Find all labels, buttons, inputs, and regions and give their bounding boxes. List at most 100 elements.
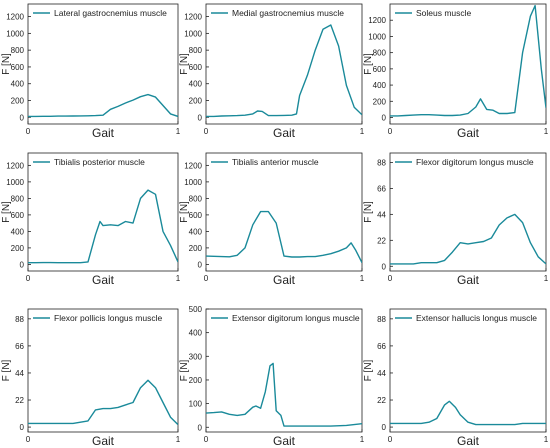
chart-panel-9: 0 22 44 66 88 0 1 Gait F [N] Extensor hallucis lo… — [363, 308, 549, 448]
y-tick-label: 66 — [15, 342, 24, 351]
y-tick-label: 600 — [373, 65, 387, 74]
y-tick-label: 800 — [189, 194, 203, 203]
plot-frame — [27, 3, 179, 125]
y-tick-label: 22 — [377, 396, 386, 405]
y-tick-label: 22 — [377, 236, 386, 245]
x-tick-label: 0 — [26, 435, 31, 444]
y-tick-label: 0 — [20, 113, 25, 122]
legend-label: Flexor digitorum longus muscle — [416, 157, 534, 167]
y-tick-label: 1200 — [184, 13, 202, 22]
chart-panel-2: 0 200 400 600 800 1000 1200 0 1 Gait F [N] Medial g… — [179, 3, 365, 140]
series-line — [28, 189, 178, 264]
y-tick-label: 1200 — [6, 13, 24, 22]
y-axis-label: F [N] — [1, 53, 12, 75]
y-tick-label: 1000 — [6, 178, 24, 187]
y-tick-label: 1200 — [368, 16, 386, 25]
plot-frame — [205, 308, 363, 433]
legend-label: Tibialis posterior muscle — [54, 157, 145, 167]
series-line — [206, 24, 362, 118]
legend-label: Extensor hallucis longus muscle — [416, 313, 537, 323]
chart-panel-7: 0 22 44 66 88 0 1 Gait F [N] Flexor pollicis long… — [1, 308, 181, 448]
y-axis-label: F [N] — [1, 359, 12, 381]
y-tick-label: 800 — [11, 46, 25, 55]
x-axis-label: Gait — [92, 434, 115, 448]
y-tick-label: 400 — [373, 81, 387, 90]
y-axis-label: F [N] — [1, 201, 12, 223]
x-tick-label: 1 — [176, 127, 181, 136]
y-tick-label: 1200 — [184, 161, 202, 170]
y-tick-label: 88 — [377, 158, 386, 167]
series-line — [390, 4, 546, 117]
legend-label: Tibialis anterior muscle — [232, 157, 319, 167]
y-tick-label: 44 — [377, 369, 386, 378]
y-tick-label: 200 — [189, 376, 203, 385]
y-tick-label: 44 — [15, 369, 24, 378]
y-axis-label: F [N] — [179, 53, 190, 75]
y-tick-label: 200 — [11, 244, 25, 253]
x-tick-label: 1 — [544, 435, 549, 444]
x-tick-label: 0 — [388, 274, 393, 283]
y-tick-label: 100 — [189, 400, 203, 409]
plot-frame — [389, 3, 547, 125]
x-tick-label: 1 — [176, 435, 181, 444]
y-tick-label: 1000 — [184, 178, 202, 187]
y-tick-label: 1000 — [184, 29, 202, 38]
y-tick-label: 88 — [377, 315, 386, 324]
legend-label: Soleus muscle — [416, 8, 472, 18]
x-tick-label: 0 — [26, 274, 31, 283]
x-axis-label: Gait — [457, 273, 480, 287]
y-tick-label: 300 — [189, 352, 203, 361]
legend-label: Extensor digitorum longus muscle — [232, 313, 360, 323]
y-tick-label: 800 — [11, 194, 25, 203]
plot-frame — [389, 308, 547, 433]
x-axis-label: Gait — [273, 273, 296, 287]
y-tick-label: 66 — [377, 184, 386, 193]
y-tick-label: 800 — [189, 46, 203, 55]
x-tick-label: 1 — [360, 274, 365, 283]
chart-panel-1: 0 200 400 600 800 1000 1200 0 1 Gait F [N] Lateral … — [1, 3, 181, 140]
series-line — [390, 213, 546, 265]
y-tick-label: 600 — [189, 63, 203, 72]
x-tick-label: 1 — [360, 127, 365, 136]
legend-label: Flexor pollicis longus muscle — [54, 313, 162, 323]
legend-label: Lateral gastrocnemius muscle — [54, 8, 167, 18]
y-tick-label: 1200 — [6, 161, 24, 170]
chart-panel-3: 0 200 400 600 800 1000 1200 0 1 Gait F [N] Soleus m… — [363, 3, 549, 140]
x-tick-label: 1 — [176, 274, 181, 283]
x-tick-label: 1 — [544, 274, 549, 283]
y-tick-label: 600 — [11, 63, 25, 72]
y-tick-label: 22 — [15, 396, 24, 405]
chart-panel-4: 0 200 400 600 800 1000 1200 0 1 Gait F [N] Tibialis… — [1, 152, 181, 287]
y-axis-label: F [N] — [179, 201, 190, 223]
y-tick-label: 500 — [189, 305, 203, 314]
plot-frame — [27, 152, 179, 272]
y-tick-label: 800 — [373, 49, 387, 58]
y-tick-label: 0 — [382, 423, 387, 432]
y-tick-label: 0 — [382, 262, 387, 271]
chart-panel-6: 0 22 44 66 88 0 1 Gait F [N] Flexor digitorum lon… — [363, 152, 549, 287]
y-tick-label: 600 — [11, 211, 25, 220]
x-tick-label: 1 — [544, 127, 549, 136]
x-tick-label: 1 — [360, 435, 365, 444]
y-tick-label: 1000 — [6, 29, 24, 38]
chart-panel-5: 0 200 400 600 800 1000 1200 0 1 Gait F [N] Tibialis… — [179, 152, 365, 287]
y-axis-label: F [N] — [363, 201, 374, 223]
y-tick-label: 200 — [373, 97, 387, 106]
y-axis-label: F [N] — [363, 53, 374, 75]
y-axis-label: F [N] — [179, 359, 190, 381]
y-tick-label: 44 — [377, 210, 386, 219]
y-tick-label: 400 — [11, 227, 25, 236]
y-tick-label: 0 — [20, 260, 25, 269]
plot-frame — [205, 3, 363, 125]
y-tick-label: 200 — [189, 244, 203, 253]
series-line — [28, 93, 178, 118]
series-line — [206, 362, 362, 427]
x-tick-label: 0 — [204, 274, 209, 283]
y-tick-label: 200 — [189, 97, 203, 106]
y-tick-label: 400 — [189, 329, 203, 338]
plot-frame — [205, 152, 363, 272]
plot-frame — [27, 308, 179, 433]
y-tick-label: 0 — [20, 423, 25, 432]
y-tick-label: 0 — [198, 260, 203, 269]
